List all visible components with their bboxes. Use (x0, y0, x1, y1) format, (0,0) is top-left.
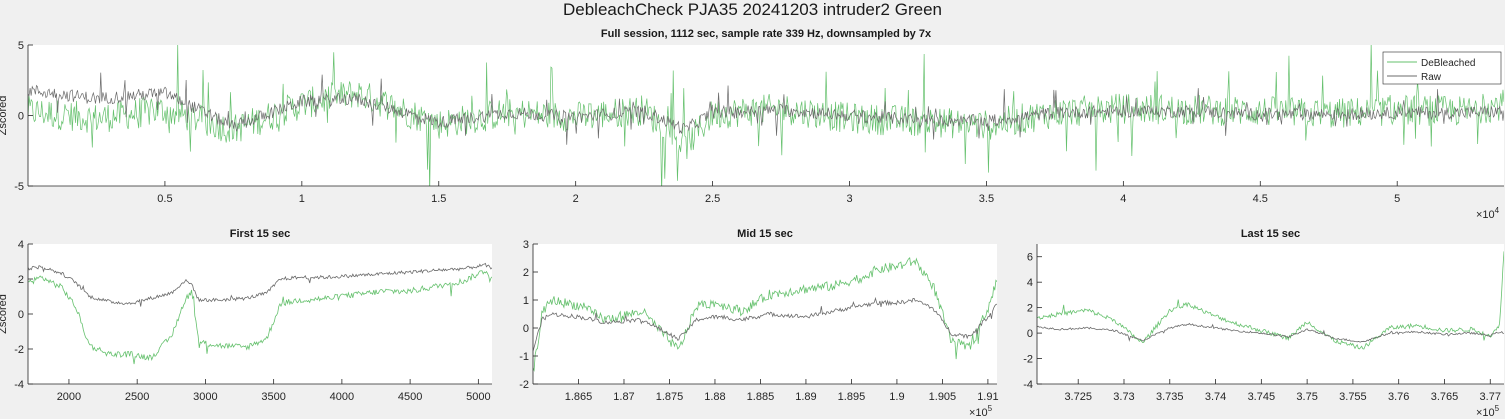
x-tick-label: 1.865 (565, 391, 593, 403)
y-tick-label: 0 (523, 323, 529, 335)
x-tick-label: 4000 (330, 391, 354, 403)
x-tick-label: 1.89 (795, 391, 816, 403)
chart-full-session-svg: 0.5 1 1.5 2 2.5 3 3.5 4 4.5 5 -5 0 5 ×104 Zscored DeBle… (0, 40, 1504, 221)
y-tick-label: -4 (1023, 379, 1033, 391)
x-tick-label: 2.5 (705, 193, 720, 205)
x-tick-label: 2 (573, 193, 579, 205)
y-tick-label: 2 (523, 267, 529, 279)
x-tick-label: 1.91 (977, 391, 998, 403)
y-tick-label: 4 (1027, 277, 1033, 289)
x-tick-label: 3.74 (1205, 391, 1226, 403)
y-tick-label: -1 (519, 351, 529, 363)
x-tick-label: 3.75 (1296, 391, 1317, 403)
chart-title-last-15: Last 15 sec (1240, 228, 1301, 240)
y-axis-label: Zscored (0, 96, 9, 136)
figure-title: DebleachCheck PJA35 20241203 intruder2 G… (563, 0, 942, 19)
x-tick-label: 2500 (125, 391, 149, 403)
x-tick-label: 5000 (466, 391, 490, 403)
x-tick-label: 1.905 (929, 391, 957, 403)
x-tick-label: 3.5 (979, 193, 994, 205)
y-tick-label: 1 (523, 295, 529, 307)
legend-entry: Raw (1421, 72, 1442, 83)
chart-full-session: 0.5 1 1.5 2 2.5 3 3.5 4 4.5 5 -5 0 5 ×104 Zscored DeBle… (0, 40, 1504, 221)
series-line-debleached (1037, 251, 1504, 350)
x-tick-label: 3.73 (1113, 391, 1134, 403)
plot-area (1037, 244, 1504, 384)
y-tick-label: 5 (18, 40, 24, 52)
legend-frame (1382, 51, 1502, 85)
y-tick-label: 0 (1027, 328, 1033, 340)
y-tick-label: 2 (18, 274, 24, 286)
legend: DeBleached Raw (1382, 51, 1502, 85)
y-tick-label: -2 (519, 379, 529, 391)
x-exponent-label: ×104 (1476, 206, 1500, 221)
y-tick-label: 4 (18, 239, 24, 251)
chart-title-full-session: Full session, 1112 sec, sample rate 339 … (600, 28, 932, 40)
x-tick-label: 3.735 (1156, 391, 1184, 403)
x-tick-label: 4.5 (1253, 193, 1268, 205)
chart-title-mid-15: Mid 15 sec (737, 228, 793, 240)
series-line-raw (1037, 322, 1504, 343)
x-exponent-label: ×105 (969, 404, 993, 419)
y-tick-label: 0 (18, 111, 24, 123)
x-tick-label: 3000 (193, 391, 217, 403)
legend-entry: DeBleached (1421, 58, 1475, 69)
x-tick-label: 3.745 (1248, 391, 1276, 403)
x-tick-label: 4500 (398, 391, 422, 403)
x-tick-label: 3.725 (1064, 391, 1092, 403)
y-tick-label: -4 (14, 379, 24, 391)
series-line-debleached (533, 256, 997, 372)
x-tick-label: 1.88 (704, 391, 725, 403)
series-line-debleached (28, 270, 492, 365)
chart-title-first-15: First 15 sec (229, 228, 291, 240)
y-tick-label: 0 (18, 309, 24, 321)
series-line-raw (533, 296, 997, 352)
x-tick-label: 1.5 (431, 193, 446, 205)
x-exponent-label: ×105 (1476, 404, 1500, 419)
x-tick-label: 3.755 (1339, 391, 1367, 403)
x-tick-label: 0.5 (157, 193, 172, 205)
x-tick-label: 3.76 (1388, 391, 1409, 403)
y-tick-label: -2 (14, 344, 24, 356)
x-tick-label: 1 (299, 193, 305, 205)
x-tick-label: 3 (846, 193, 852, 205)
y-tick-label: -5 (14, 181, 24, 193)
x-tick-label: 1.875 (656, 391, 684, 403)
x-tick-label: 1.885 (747, 391, 775, 403)
y-tick-label: 2 (1027, 303, 1033, 315)
x-tick-label: 1.895 (838, 391, 866, 403)
x-tick-label: 1.87 (613, 391, 634, 403)
x-tick-label: 3.765 (1431, 391, 1459, 403)
series-line-raw (28, 72, 1504, 145)
x-tick-label: 4 (1120, 193, 1126, 205)
plot-area (28, 244, 492, 384)
y-tick-label: 6 (1027, 252, 1033, 264)
series-line-raw (28, 262, 492, 307)
y-tick-label: 3 (523, 239, 529, 251)
x-tick-label: 5 (1394, 193, 1400, 205)
x-tick-label: 2000 (57, 391, 81, 403)
y-axis-label: Zscored (0, 294, 9, 334)
y-tick-label: -2 (1023, 354, 1033, 366)
x-tick-label: 1.9 (889, 391, 904, 403)
x-tick-label: 3.77 (1480, 391, 1501, 403)
x-tick-label: 3500 (261, 391, 285, 403)
